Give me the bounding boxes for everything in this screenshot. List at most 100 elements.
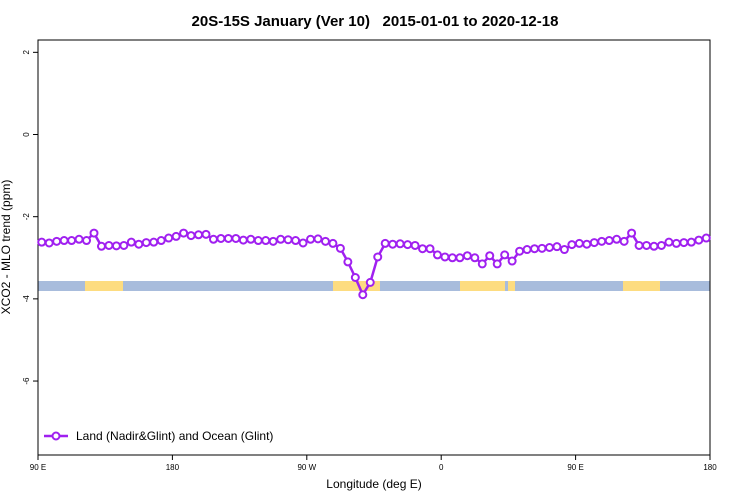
point — [380, 238, 390, 248]
point — [671, 238, 681, 248]
point — [388, 239, 398, 249]
y-tick-label: 2 — [22, 50, 31, 55]
x-tick-label: 90 E — [567, 463, 583, 472]
y-tick-label: -4 — [22, 295, 31, 303]
point — [440, 252, 450, 262]
land-band — [333, 281, 380, 291]
point — [373, 252, 383, 262]
point — [589, 238, 599, 248]
point — [335, 243, 345, 253]
point — [216, 233, 226, 243]
land-band — [85, 281, 123, 291]
x-tick-label: 0 — [439, 463, 444, 472]
point — [694, 235, 704, 245]
point — [52, 236, 62, 246]
point — [149, 237, 159, 247]
point — [201, 229, 211, 239]
point — [507, 256, 517, 266]
point — [134, 239, 144, 249]
point — [74, 234, 84, 244]
point — [432, 250, 442, 260]
point — [537, 243, 547, 253]
point — [268, 236, 278, 246]
y-tick-label: 0 — [22, 132, 31, 137]
point — [306, 234, 316, 244]
point — [500, 250, 510, 260]
point — [425, 244, 435, 254]
point — [141, 238, 151, 248]
point — [567, 240, 577, 250]
point — [194, 230, 204, 240]
x-tick-label: 180 — [166, 463, 180, 472]
legend: Land (Nadir&Glint) and Ocean (Glint) — [44, 429, 273, 443]
point — [253, 236, 263, 246]
point — [89, 228, 99, 238]
point — [649, 241, 659, 251]
legend-label: Land (Nadir&Glint) and Ocean (Glint) — [76, 429, 273, 443]
point — [515, 246, 525, 256]
point — [59, 236, 69, 246]
point — [44, 238, 54, 248]
point — [701, 233, 711, 243]
point — [477, 259, 487, 269]
point — [126, 237, 136, 247]
point — [455, 253, 465, 263]
x-tick-label: 90 W — [297, 463, 316, 472]
point — [119, 240, 129, 250]
point — [410, 240, 420, 250]
point — [612, 234, 622, 244]
land-band — [508, 281, 515, 291]
point — [485, 251, 495, 261]
point — [223, 233, 233, 243]
point — [418, 244, 428, 254]
point — [261, 236, 271, 246]
point — [208, 234, 218, 244]
point — [656, 240, 666, 250]
plot-frame — [37, 39, 711, 456]
y-tick-label: -2 — [22, 213, 31, 221]
point — [276, 234, 286, 244]
point — [492, 259, 502, 269]
point — [634, 240, 644, 250]
point — [164, 233, 174, 243]
point — [686, 237, 696, 247]
chart-title: 20S-15S January (Ver 10) 2015-01-01 to 2… — [192, 13, 559, 30]
point — [231, 233, 241, 243]
point — [320, 236, 330, 246]
point — [104, 240, 114, 250]
point — [283, 235, 293, 245]
point — [156, 236, 166, 246]
point — [664, 237, 674, 247]
y-axis-label: XCO2 - MLO trend (ppm) — [0, 180, 13, 315]
point — [37, 237, 47, 247]
point — [171, 231, 181, 241]
point — [365, 277, 375, 287]
land-ocean-band — [38, 281, 710, 291]
point — [67, 236, 77, 246]
point — [403, 240, 413, 250]
point — [604, 236, 614, 246]
point — [291, 236, 301, 246]
point — [328, 238, 338, 248]
x-tick-label: 180 — [703, 463, 717, 472]
point — [238, 235, 248, 245]
point — [462, 251, 472, 261]
point — [246, 234, 256, 244]
point — [111, 241, 121, 251]
point — [313, 234, 323, 244]
x-tick-label: 90 E — [30, 463, 46, 472]
point — [559, 245, 569, 255]
point — [470, 253, 480, 263]
point — [597, 236, 607, 246]
point — [186, 231, 196, 241]
point — [358, 290, 368, 300]
point — [350, 272, 360, 282]
point — [679, 238, 689, 248]
point — [582, 239, 592, 249]
point — [96, 241, 106, 251]
point — [619, 236, 629, 246]
point — [179, 228, 189, 238]
land-band — [460, 281, 505, 291]
point — [642, 240, 652, 250]
